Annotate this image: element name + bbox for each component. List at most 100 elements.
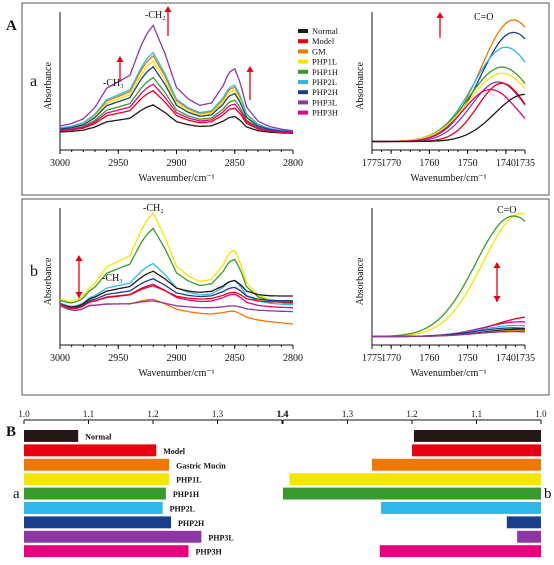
- arrow-head: [493, 262, 501, 268]
- x-tick-label: 3000: [50, 158, 70, 169]
- ch3-label-Aa: -CH₃: [103, 78, 124, 89]
- x-tick-label: 1775: [362, 353, 382, 364]
- bar-chart-right: 1.4 1.3 1.2 1.1 1.0: [277, 409, 547, 558]
- series-line-PHP1L: [59, 60, 294, 133]
- x-tick-label: 3000: [50, 353, 70, 364]
- bar-x-tick-label: 1.1: [83, 409, 94, 419]
- series-line-PHP2L: [59, 262, 294, 307]
- series-line-PHP1H: [59, 76, 294, 134]
- ch2-label-Aa: -CH₂: [145, 10, 166, 21]
- legend-swatch: [298, 80, 308, 84]
- bar-PHP3L: [24, 530, 202, 543]
- panel-A-top-frame: [21, 2, 550, 196]
- legend-item-label: PHP2L: [312, 77, 337, 87]
- x-tick-label: 1770: [381, 158, 401, 169]
- legend-swatch: [298, 100, 308, 105]
- series-line-PHP2H: [59, 277, 293, 309]
- bar-PHP3L: [517, 530, 541, 543]
- panel-label-B: B: [6, 424, 16, 440]
- bar-chart-left: 1.0 1.1 1.2 1.3 1.4 Normal Model Gastric Mucin P…: [18, 409, 288, 558]
- bar-GM: [24, 458, 170, 471]
- bar-category-label: PHP2L: [170, 505, 195, 514]
- legend-item-label: PHP3H: [312, 108, 338, 118]
- bar-PHP1L: [24, 473, 170, 486]
- x-tick-label: 1740: [496, 158, 516, 169]
- bar-PHP3H: [24, 545, 189, 558]
- legend-swatch: [298, 90, 308, 95]
- bar-PHP2L: [381, 502, 541, 514]
- series-line-PHP3L: [59, 300, 293, 313]
- bar-x-tick-label: 1.1: [471, 409, 482, 419]
- x-tick-label: 1775: [362, 158, 382, 169]
- legend-swatch: [298, 29, 308, 33]
- bar-PHP3H: [379, 545, 541, 558]
- x-tick-label: 2950: [108, 353, 128, 364]
- series-line-Normal: [59, 270, 293, 308]
- bar-category-label: PHP3H: [195, 548, 222, 557]
- x-tick-label: 2900: [167, 353, 187, 364]
- chart-Aa-right: 1775 1770 1760 1750 1740 1735 Wavenumber/cm⁻¹ A…: [355, 12, 535, 184]
- series-line-PHP3H: [59, 83, 294, 134]
- series-line-Model: [59, 285, 293, 310]
- bar-PHP1H: [283, 487, 541, 500]
- bar-category-label: PHP2H: [178, 519, 205, 528]
- series-line-PHP3L: [372, 330, 525, 338]
- y-axis-label: Absorbance: [43, 62, 54, 110]
- series-line-PHP2H: [59, 65, 294, 133]
- series-line-PHP1L: [59, 212, 294, 304]
- bar-x-tick-label: 1.0: [535, 409, 547, 419]
- legend-item-label: PHP1H: [312, 67, 338, 77]
- arrow-head: [75, 292, 83, 298]
- y-axis-label: Absorbance: [355, 257, 366, 305]
- x-tick-label: 1760: [419, 158, 439, 169]
- x-tick-label: 2950: [108, 158, 128, 169]
- arrow-head: [246, 66, 254, 72]
- x-axis-label: Wavenumber/cm⁻¹: [138, 368, 214, 379]
- legend-item-label: Model: [312, 36, 335, 46]
- arrows: [75, 6, 501, 302]
- arrow-head: [436, 12, 444, 18]
- x-tick-label: 1735: [515, 158, 535, 169]
- y-axis-label: Absorbance: [43, 257, 54, 305]
- legend-swatch: [298, 59, 308, 64]
- bar-side-label-b: b: [544, 486, 552, 502]
- bar-x-tick-label: 1.3: [342, 409, 354, 419]
- x-axis-label: Wavenumber/cm⁻¹: [138, 173, 214, 184]
- bar-category-label: Gastric Mucin: [176, 461, 226, 470]
- arrow-head: [493, 296, 501, 302]
- bar-x-tick-label: 1.0: [18, 409, 30, 419]
- x-tick-label: 1770: [381, 353, 401, 364]
- x-tick-label: 1735: [515, 353, 535, 364]
- panel-A-bottom-frame: [21, 198, 550, 396]
- bar-PHP2L: [24, 502, 163, 514]
- bar-x-tick-label: 1.2: [147, 409, 158, 419]
- chart-Ab-left: 3000 2950 2900 2850 2800 Wavenumber/cm⁻¹ Absor…: [43, 208, 303, 379]
- series-line-GM: [59, 298, 294, 325]
- x-tick-label: 2850: [225, 158, 245, 169]
- legend-item-label: Normal: [312, 26, 339, 36]
- series-line-PHP3L: [372, 81, 526, 143]
- legend-swatch: [298, 39, 308, 44]
- x-axis-label: Wavenumber/cm⁻¹: [410, 173, 486, 184]
- x-tick-label: 2800: [283, 353, 303, 364]
- series-line-Normal: [59, 104, 294, 134]
- series-line-PHP2L: [59, 51, 294, 133]
- bar-Model: [412, 444, 541, 457]
- chart-Ab-right: 1775 1770 1760 1750 1740 1735 Wavenumber/cm⁻¹ A…: [355, 208, 535, 379]
- arrow-head: [116, 56, 124, 62]
- legend-item-label: PHP2H: [312, 87, 338, 97]
- co-label-Aa: C=O: [474, 12, 494, 23]
- legend: NormalModelGMPHP1LPHP1HPHP2LPHP2HPHP3LPH…: [298, 26, 339, 118]
- series-line-PHP3L: [59, 23, 294, 132]
- legend-swatch: [298, 49, 308, 54]
- bar-Model: [24, 444, 157, 457]
- bar-category-label: PHP3L: [208, 533, 233, 542]
- ch2-label-Ab: -CH₂: [143, 203, 164, 214]
- series-line-Model: [372, 82, 526, 143]
- x-tick-label: 2850: [225, 353, 245, 364]
- bar-Normal: [24, 430, 79, 442]
- arrow-head: [75, 255, 83, 261]
- bar-category-label: PHP1L: [176, 476, 201, 485]
- legend-item-label: PHP1L: [312, 57, 337, 67]
